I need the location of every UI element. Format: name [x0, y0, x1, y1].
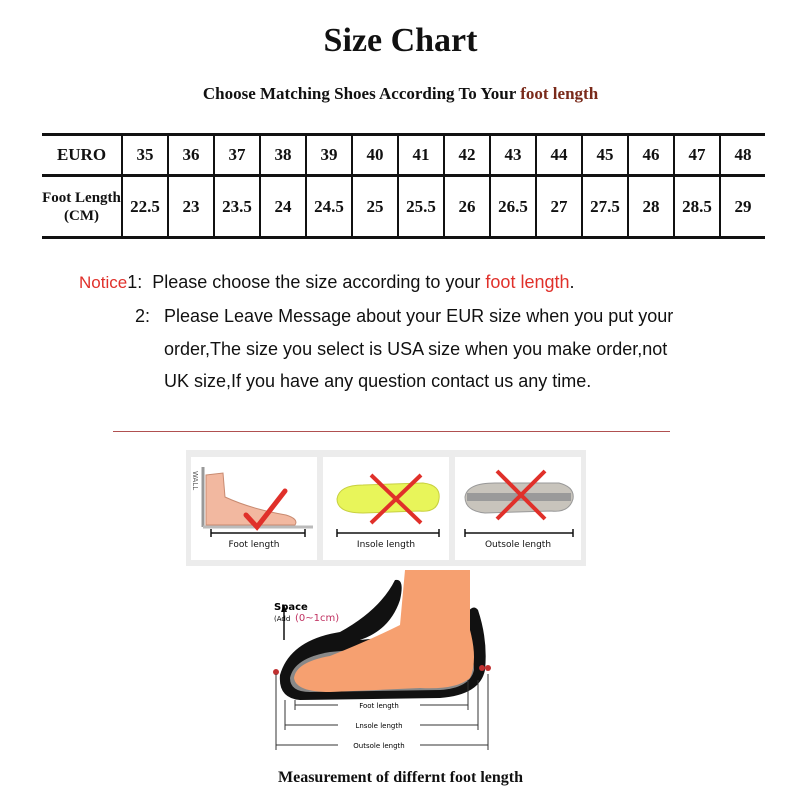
notice-label: Notice — [79, 273, 128, 292]
caption: Measurement of differnt foot length — [278, 769, 523, 786]
euro-size-cell: 47 — [674, 134, 721, 177]
foot-length-cell: 25.5 — [398, 175, 445, 238]
euro-size-cell: 44 — [536, 134, 583, 177]
foot-length-label: Foot length — [359, 702, 399, 710]
foot-length-cell: 28 — [628, 175, 675, 238]
foot-length-cell: 26.5 — [490, 175, 537, 238]
notice-item-1: Notice1: Please choose the size accordin… — [79, 272, 575, 293]
notice-highlight: foot length — [485, 272, 570, 292]
notice-end: . — [569, 272, 575, 292]
foot-length-cell: 27.5 — [582, 175, 629, 238]
notice-num-1: 1: — [127, 272, 143, 292]
notice-line-3: UK size,If you have any question contact… — [164, 371, 592, 391]
foot-length-cell: 25 — [352, 175, 399, 238]
euro-size-cell: 35 — [122, 134, 169, 177]
euro-size-cell: 36 — [168, 134, 215, 177]
divider — [113, 431, 670, 432]
space-add-value: (0~1cm) — [295, 613, 339, 624]
foot-length-cell: 23.5 — [214, 175, 261, 238]
foot-length-row: Foot Length (CM) 22.5 23 23.5 24 24.5 25 25.5 26… — [42, 175, 765, 238]
check-icon — [243, 488, 288, 531]
panel-foot-length: WALL Foot length — [191, 457, 317, 560]
foot-length-cell: 26 — [444, 175, 491, 238]
euro-size-cell: 45 — [582, 134, 629, 177]
foot-length-cell: 29 — [734, 196, 752, 216]
euro-size-cell: 37 — [214, 134, 261, 177]
foot-length-cell: 24.5 — [306, 175, 353, 238]
notice-line-1: Please Leave Message about your EUR size… — [164, 306, 674, 326]
foot-length-cell: 27 — [536, 175, 583, 238]
notice-num-2: 2: — [135, 306, 151, 326]
cross-icon — [495, 469, 547, 521]
euro-size-cell: 46 — [628, 134, 675, 177]
subtitle: Choose Matching Shoes According To Your … — [0, 84, 801, 104]
foot-length-cell: 23 — [168, 175, 215, 238]
euro-size-cell: 43 — [490, 134, 537, 177]
euro-size-cell: 38 — [260, 134, 307, 177]
panel-label: Foot length — [228, 540, 280, 550]
subtitle-text: Choose Matching Shoes According To Your — [202, 84, 521, 103]
foot-on-wall-illustration: WALL — [191, 467, 313, 537]
euro-size-cell: 39 — [306, 134, 353, 177]
euro-size-cell: 42 — [444, 134, 491, 177]
cross-icon — [369, 473, 423, 525]
foot-length-header: Foot Length (CM) — [42, 175, 123, 238]
insole-length-label: Lnsole length — [355, 722, 402, 730]
outsole-length-label: Outsole length — [353, 742, 404, 750]
page-title: Size Chart — [323, 22, 478, 59]
euro-size-cell: 48 — [720, 134, 765, 177]
euro-size-cell: 40 — [352, 134, 399, 177]
measurement-panels: WALL Foot length Insole length Outsole l… — [186, 450, 586, 566]
euro-header: EURO — [42, 134, 123, 177]
foot-length-cell: 28.5 — [674, 175, 721, 238]
panel-label: Insole length — [356, 540, 416, 550]
wall-label: WALL — [191, 471, 199, 490]
insole-illustration — [336, 473, 440, 537]
panel-label: Outsole length — [484, 540, 552, 550]
subtitle-highlight: foot length — [520, 84, 599, 103]
notice-text-1: Please choose the size according to your — [152, 272, 486, 292]
notice-line-2: order,The size you select is USA size wh… — [164, 339, 668, 359]
space-label: Space — [274, 602, 308, 613]
foot-length-cell: 22.5 — [122, 175, 169, 238]
shoe-diagram: Space (Add (0~1cm) Foot length Lnsole le… — [273, 570, 491, 750]
outsole-illustration — [464, 469, 574, 537]
foot-length-cell: 24 — [260, 175, 307, 238]
euro-row: EURO 35 36 37 38 39 40 41 42 43 44 45 46 47 48 — [42, 134, 765, 177]
size-table: EURO 35 36 37 38 39 40 41 42 43 44 45 46 47 48 Foot Le… — [42, 133, 765, 239]
panel-insole-length: Insole length — [323, 457, 449, 560]
space-add-prefix: (Add — [274, 615, 290, 623]
foot-illustration — [294, 570, 474, 692]
euro-size-cell: 41 — [398, 134, 445, 177]
panel-outsole-length: Outsole length — [455, 457, 581, 560]
